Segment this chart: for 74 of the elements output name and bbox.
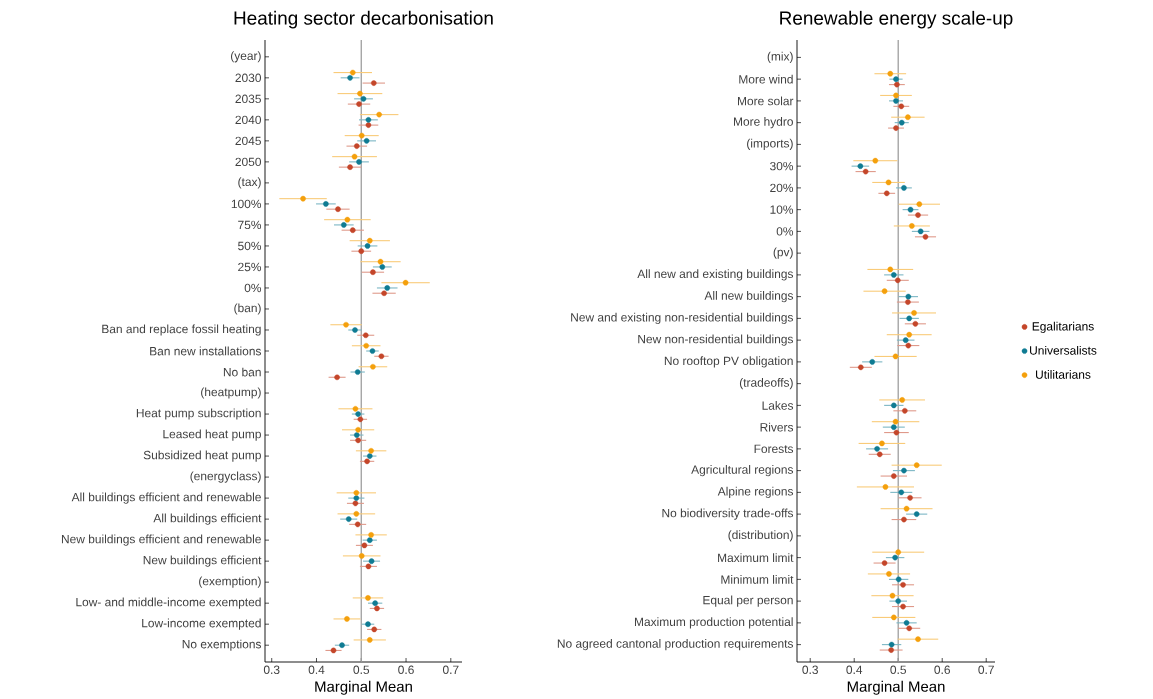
y-tick-label: Low-income exempted	[142, 618, 261, 630]
y-tick-label: No rooftop PV obligation	[664, 356, 793, 368]
y-tick-label: (energyclass)	[190, 471, 261, 483]
y-tick-label: Leased heat pump	[163, 429, 261, 441]
y-tick-label: 0%	[776, 227, 794, 236]
y-tick-label: Maximum limit	[718, 553, 794, 562]
y-tick-label: Low- and middle-income exempted	[76, 597, 261, 609]
y-tick-label: All new and existing buildings	[637, 269, 794, 281]
y-tick-label: (exemption)	[199, 576, 261, 588]
x-tick-label: 0.3	[802, 665, 818, 674]
y-tick-label: 25%	[238, 262, 262, 272]
x-tick-label: 0.7	[978, 665, 994, 674]
y-tick-label: All new buildings	[704, 291, 794, 303]
y-tick-label: Ban and replace fossil heating	[102, 324, 261, 336]
y-tick-label: New non-residential buildings	[638, 334, 794, 346]
y-tick-label: Agricultural regions	[691, 465, 794, 477]
y-tick-label: Lakes	[762, 400, 794, 410]
y-tick-label: Maximum production potential	[634, 617, 793, 629]
y-tick-label: Ban new installations	[150, 346, 262, 356]
y-tick-label: (tax)	[238, 177, 261, 189]
y-tick-label: (imports)	[747, 138, 793, 150]
x-tick-label: 0.5	[353, 665, 370, 674]
y-tick-label: (mix)	[767, 51, 793, 63]
x-axis-title: Marginal Mean	[847, 680, 945, 695]
y-tick-label: Minimum limit	[721, 574, 794, 584]
x-tick-label: 0.3	[263, 665, 280, 674]
y-tick-label: No exemptions	[182, 639, 262, 651]
y-tick-label: (tradeoffs)	[739, 378, 793, 390]
x-tick-label: 0.4	[308, 665, 325, 674]
chart-title: Heating sector decarbonisation	[234, 10, 493, 29]
y-tick-label: 2050	[235, 157, 262, 167]
y-tick-label: More hydro	[734, 117, 793, 129]
y-tick-label: (heatpump)	[201, 387, 261, 399]
y-tick-label: All buildings efficient	[153, 513, 262, 525]
y-tick-label: 0%	[244, 283, 262, 293]
y-tick-label: Alpine regions	[717, 486, 794, 498]
y-tick-label: New and existing non-residential buildings	[571, 312, 793, 324]
y-tick-label: 10%	[770, 205, 794, 214]
x-axis-title: Marginal Mean	[315, 680, 412, 695]
x-tick-label: 0.5	[890, 665, 907, 674]
y-tick-label: (pv)	[773, 247, 793, 259]
y-tick-label: 30%	[770, 161, 794, 171]
y-tick-label: Equal per person	[703, 595, 793, 607]
x-tick-label: 0.6	[398, 665, 414, 674]
x-tick-label: 0.4	[846, 665, 863, 674]
y-tick-label: Rivers	[760, 422, 794, 432]
y-tick-label: More solar	[738, 96, 794, 106]
y-tick-label: (year)	[231, 51, 261, 63]
y-tick-label: 2035	[235, 94, 261, 104]
legend-label: Universalists	[1030, 345, 1097, 355]
y-tick-label: 2030	[235, 73, 262, 83]
x-tick-label: 0.7	[442, 665, 459, 674]
y-tick-label: (distribution)	[728, 530, 793, 542]
y-tick-label: 75%	[238, 220, 262, 230]
chart-title: Renewable energy scale-up	[780, 10, 1013, 29]
y-tick-label: 2045	[235, 136, 261, 146]
y-tick-label: (ban)	[234, 303, 261, 315]
y-tick-label: No agreed cantonal production requirements	[557, 639, 794, 651]
y-tick-label: 20%	[770, 183, 794, 193]
legend-label: Egalitarians	[1032, 321, 1094, 333]
y-tick-label: New buildings efficient and renewable	[61, 534, 261, 546]
y-tick-label: 50%	[238, 241, 262, 251]
y-tick-label: No biodiversity trade-offs	[662, 508, 794, 520]
y-tick-label: All buildings efficient and renewable	[71, 492, 261, 504]
y-tick-label: No ban	[223, 367, 261, 377]
y-tick-label: 100%	[231, 199, 262, 209]
y-tick-label: New buildings efficient	[143, 555, 262, 567]
y-tick-label: Subsidized heat pump	[143, 450, 261, 462]
y-tick-label: Heat pump subscription	[136, 408, 261, 420]
y-tick-label: Forests	[754, 444, 794, 454]
x-tick-label: 0.6	[934, 665, 950, 674]
y-tick-label: More wind	[739, 74, 793, 84]
legend-label: Utilitarians	[1036, 370, 1091, 379]
y-tick-label: 2040	[235, 115, 262, 125]
